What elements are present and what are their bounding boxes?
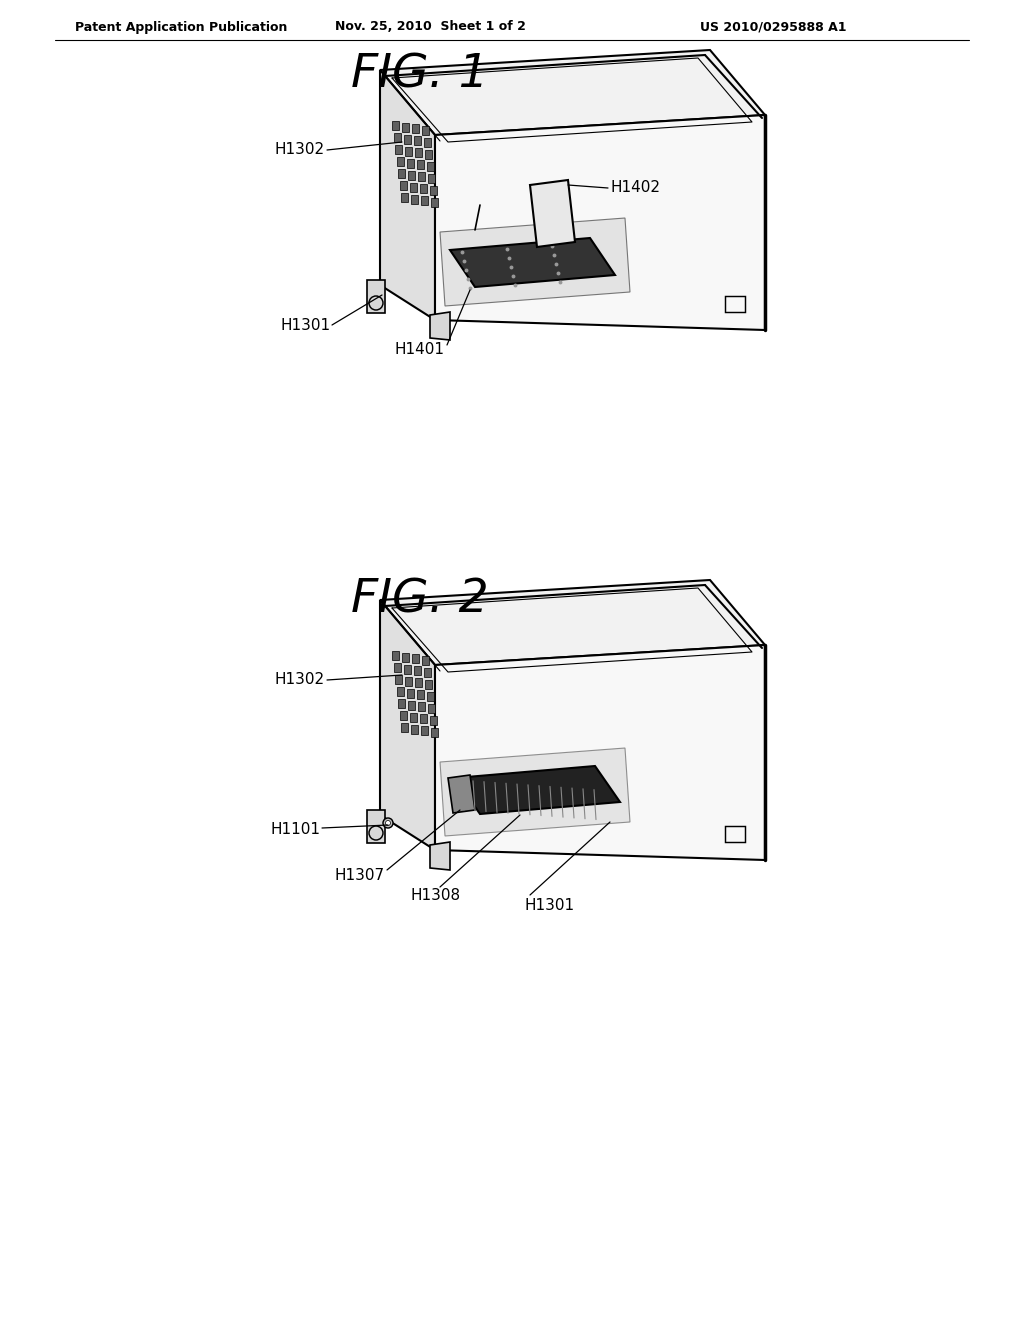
Bar: [417, 690, 424, 700]
Circle shape: [385, 821, 390, 825]
Bar: [422, 125, 429, 135]
Bar: [402, 123, 409, 132]
Bar: [431, 198, 438, 206]
Bar: [417, 160, 424, 169]
Bar: [396, 686, 403, 696]
Bar: [398, 169, 406, 178]
Bar: [411, 725, 418, 734]
Text: Patent Application Publication: Patent Application Publication: [75, 21, 288, 33]
Bar: [420, 714, 427, 723]
Bar: [407, 689, 414, 697]
Text: FIG. 2: FIG. 2: [351, 578, 488, 623]
Polygon shape: [435, 645, 765, 861]
Text: H1301: H1301: [525, 898, 575, 912]
Bar: [421, 726, 428, 735]
Bar: [403, 135, 411, 144]
Bar: [393, 133, 400, 143]
Polygon shape: [440, 218, 630, 306]
Text: Nov. 25, 2010  Sheet 1 of 2: Nov. 25, 2010 Sheet 1 of 2: [335, 21, 525, 33]
Bar: [428, 173, 435, 182]
Bar: [725, 826, 745, 842]
Bar: [410, 182, 417, 191]
Bar: [414, 667, 421, 675]
Bar: [401, 723, 408, 733]
Bar: [395, 675, 402, 684]
Text: H1307: H1307: [335, 867, 385, 883]
Text: US 2010/0295888 A1: US 2010/0295888 A1: [700, 21, 847, 33]
Bar: [412, 124, 419, 133]
Text: H1301: H1301: [280, 318, 330, 333]
Bar: [429, 715, 436, 725]
Polygon shape: [450, 238, 615, 286]
Bar: [427, 161, 433, 170]
Text: H1302: H1302: [275, 143, 326, 157]
Bar: [725, 296, 745, 312]
Bar: [402, 652, 409, 661]
Bar: [393, 663, 400, 672]
Bar: [399, 711, 407, 719]
Polygon shape: [380, 70, 435, 319]
Polygon shape: [530, 180, 575, 247]
Polygon shape: [440, 748, 630, 836]
Bar: [396, 157, 403, 166]
Bar: [420, 183, 427, 193]
Bar: [392, 651, 399, 660]
Bar: [399, 181, 407, 190]
Bar: [411, 194, 418, 203]
Bar: [429, 186, 436, 194]
Bar: [424, 668, 430, 676]
Bar: [408, 170, 415, 180]
Bar: [398, 700, 406, 708]
Bar: [414, 136, 421, 145]
Bar: [431, 727, 438, 737]
Bar: [401, 193, 408, 202]
Text: H1308: H1308: [410, 887, 460, 903]
Text: H1101: H1101: [270, 822, 319, 837]
Polygon shape: [435, 115, 765, 330]
Bar: [403, 664, 411, 673]
Bar: [395, 145, 402, 154]
Bar: [421, 195, 428, 205]
Text: H1402: H1402: [610, 181, 660, 195]
Bar: [408, 701, 415, 710]
Text: H1302: H1302: [275, 672, 326, 688]
Polygon shape: [449, 775, 475, 813]
Polygon shape: [380, 601, 435, 850]
Bar: [406, 676, 412, 685]
Text: H1401: H1401: [395, 342, 445, 358]
Bar: [412, 653, 419, 663]
Bar: [428, 704, 435, 713]
Bar: [415, 148, 422, 157]
Polygon shape: [430, 842, 450, 870]
Bar: [407, 158, 414, 168]
Bar: [418, 172, 425, 181]
Polygon shape: [380, 50, 765, 135]
Bar: [424, 137, 430, 147]
Polygon shape: [367, 280, 385, 313]
Bar: [392, 121, 399, 129]
Polygon shape: [367, 810, 385, 843]
Bar: [418, 702, 425, 711]
Bar: [422, 656, 429, 664]
Polygon shape: [380, 579, 765, 665]
Bar: [425, 680, 432, 689]
Bar: [406, 147, 412, 156]
Circle shape: [383, 818, 393, 828]
Polygon shape: [430, 312, 450, 341]
Text: FIG. 1: FIG. 1: [351, 53, 488, 98]
Bar: [425, 149, 432, 158]
Bar: [427, 692, 433, 701]
Bar: [410, 713, 417, 722]
Polygon shape: [455, 766, 620, 814]
Bar: [415, 678, 422, 686]
